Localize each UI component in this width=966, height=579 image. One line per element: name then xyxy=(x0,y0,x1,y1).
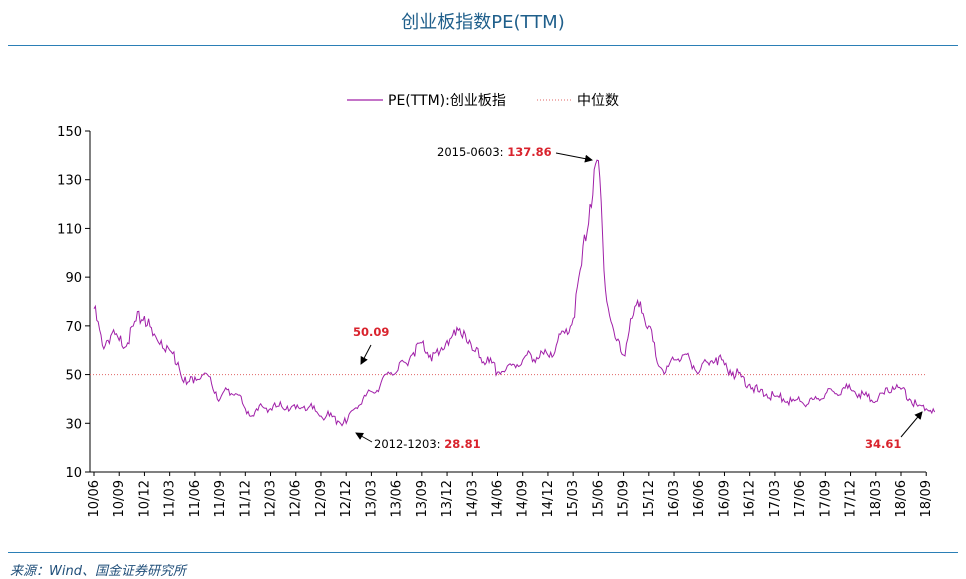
x-tick-label: 11/03 xyxy=(163,480,178,517)
annotation-latest: 34.61 xyxy=(865,437,901,451)
y-tick-label: 150 xyxy=(57,125,82,140)
y-tick-label: 70 xyxy=(65,320,82,335)
x-tick-label: 17/06 xyxy=(793,480,808,517)
x-tick-label: 11/06 xyxy=(188,480,203,517)
y-tick-label: 110 xyxy=(57,222,82,237)
x-tick-label: 18/09 xyxy=(919,480,934,517)
x-tick-label: 11/09 xyxy=(213,480,228,517)
chart-title: 创业板指数PE(TTM) xyxy=(401,12,565,33)
annotation-5009-arrow xyxy=(360,344,372,365)
y-tick-label: 50 xyxy=(65,369,82,384)
title-rule xyxy=(8,45,958,46)
x-tick-label: 15/12 xyxy=(642,480,657,517)
x-tick-label: 10/12 xyxy=(137,480,152,517)
annotation-peak-arrow xyxy=(555,152,593,163)
x-tick-label: 16/09 xyxy=(717,480,732,517)
x-tick-label: 13/09 xyxy=(415,480,430,517)
footer-rule xyxy=(8,552,958,553)
x-tick-label: 17/03 xyxy=(768,480,783,517)
x-tick-label: 16/06 xyxy=(692,480,707,517)
annotations-layer: 2015-0603: 137.86 50.09 2012-1203: 28.81 34… xyxy=(353,145,923,451)
source-note: 来源：Wind、国金证券研究所 xyxy=(10,564,186,579)
x-tick-label: 16/12 xyxy=(743,480,758,517)
annotation-5009: 50.09 xyxy=(353,325,389,339)
x-tick-label: 11/12 xyxy=(238,480,253,517)
x-tick-label: 16/03 xyxy=(667,480,682,517)
x-tick-label: 10/09 xyxy=(112,480,127,517)
x-tick-label: 18/06 xyxy=(894,480,909,517)
x-tick-label: 14/09 xyxy=(516,480,531,517)
legend: PE(TTM):创业板指 中位数 xyxy=(347,93,619,109)
x-tick-label: 14/12 xyxy=(541,480,556,517)
x-tick-label: 12/09 xyxy=(314,480,329,517)
x-tick-label: 12/06 xyxy=(289,480,304,517)
y-tick-label: 90 xyxy=(65,271,82,286)
x-tick-label: 13/06 xyxy=(390,480,405,517)
x-tick-label: 14/06 xyxy=(490,480,505,517)
pe-series-line xyxy=(93,159,936,427)
y-tick-label: 10 xyxy=(65,466,82,481)
x-tick-label: 13/12 xyxy=(440,480,455,517)
x-tick-label: 17/09 xyxy=(818,480,833,517)
x-tick-label: 15/09 xyxy=(617,480,632,517)
annotation-low-arrow xyxy=(355,432,373,443)
y-tick-label: 30 xyxy=(65,417,82,432)
x-tick-label: 18/03 xyxy=(869,480,884,517)
x-tick-label: 15/06 xyxy=(591,480,606,517)
x-tick-label: 12/03 xyxy=(264,480,279,517)
x-tick-label: 17/12 xyxy=(844,480,859,517)
legend-label-series: PE(TTM):创业板指 xyxy=(388,93,506,109)
x-tick-label: 14/03 xyxy=(465,480,480,517)
legend-label-median: 中位数 xyxy=(577,93,619,109)
annotation-peak: 2015-0603: 137.86 xyxy=(437,145,552,159)
x-tick-label: 10/06 xyxy=(87,480,102,517)
axes-layer: 10 30 50 70 90 110 130 150 10/06 10/09 10/12 11/03 1… xyxy=(57,125,934,517)
series-layer xyxy=(90,159,936,427)
annotation-latest-arrow xyxy=(900,411,923,438)
x-tick-label: 13/03 xyxy=(364,480,379,517)
x-tick-label: 12/12 xyxy=(339,480,354,517)
annotation-low: 2012-1203: 28.81 xyxy=(374,437,481,451)
x-tick-label: 15/03 xyxy=(566,480,581,517)
y-tick-label: 130 xyxy=(57,174,82,189)
